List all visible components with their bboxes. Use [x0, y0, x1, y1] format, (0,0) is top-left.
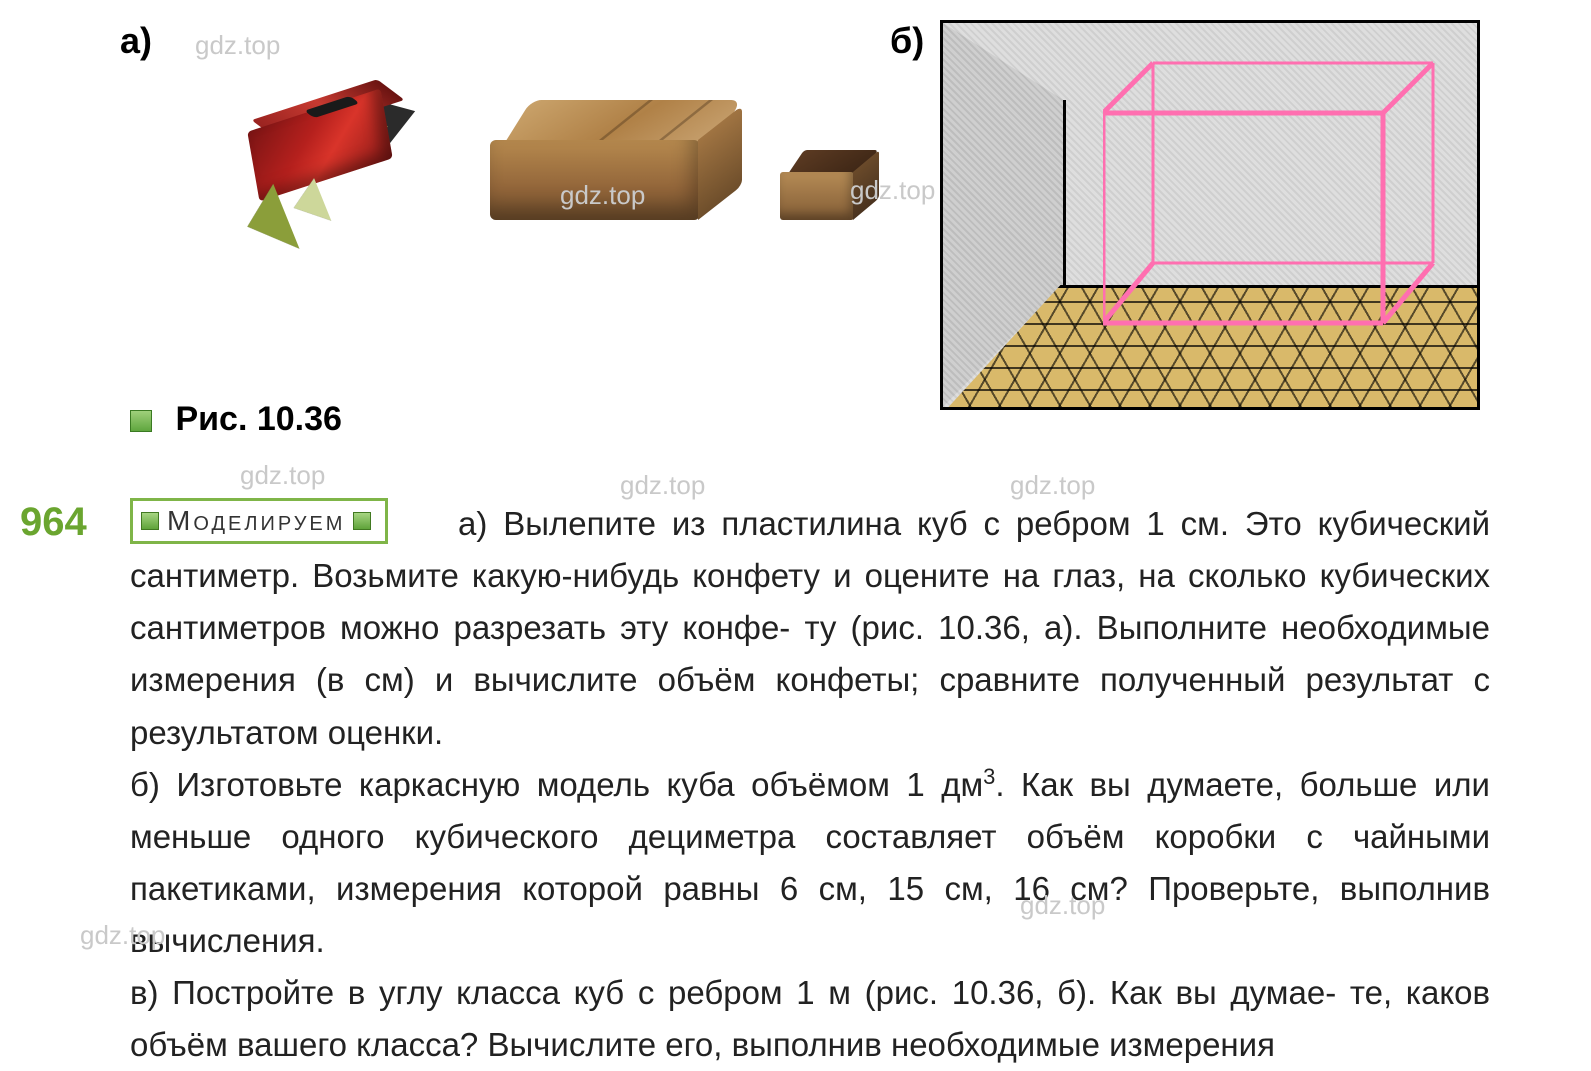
bread-loaf-illustration: [490, 100, 740, 230]
pink-wireframe-cube: [1103, 53, 1463, 373]
text-b1-tail: . Как вы думаете,: [995, 766, 1283, 803]
caption-marker-icon: [130, 410, 152, 432]
text-c1: в) Постройте в углу класса куб с ребром …: [130, 974, 1336, 1011]
candy-illustration: [190, 60, 450, 260]
exercise-body: а) Вылепите из пластилина куб с ребром 1…: [130, 498, 1490, 1071]
watermark: gdz.top: [620, 470, 705, 501]
label-a: а): [120, 20, 152, 62]
label-b: б): [890, 20, 924, 62]
figure-10-36: а) б): [120, 20, 1480, 390]
small-cube-illustration: [780, 150, 880, 230]
text-b1: б) Изготовьте каркасную модель куба объё…: [130, 766, 983, 803]
watermark: gdz.top: [240, 460, 325, 491]
text-c3: измерения: [1109, 1026, 1275, 1063]
figure-caption: Рис. 10.36: [130, 400, 342, 439]
text-a1: а) Вылепите из пластилина куб с ребром 1…: [458, 505, 1229, 542]
watermark: gdz.top: [1010, 470, 1095, 501]
figure-caption-text: Рис. 10.36: [175, 400, 341, 438]
text-b1-sup: 3: [983, 764, 995, 789]
room-corner-illustration: [940, 20, 1480, 410]
exercise-number: 964: [20, 500, 87, 545]
